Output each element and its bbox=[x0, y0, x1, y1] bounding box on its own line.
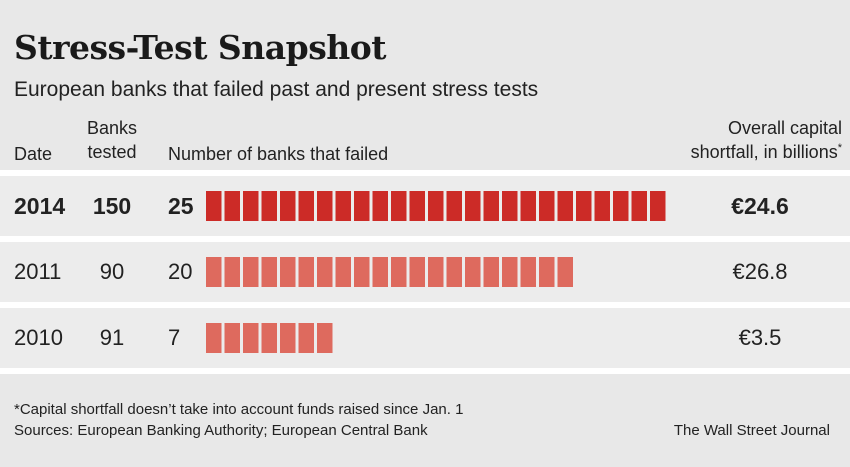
failed-bank-block bbox=[520, 191, 536, 221]
failed-bank-block bbox=[261, 191, 277, 221]
failed-bank-bar bbox=[206, 257, 576, 287]
failed-bank-bar bbox=[206, 191, 669, 221]
divider bbox=[0, 368, 850, 374]
failed-bank-block bbox=[372, 257, 388, 287]
failed-bank-block bbox=[446, 191, 462, 221]
failed-bank-block bbox=[206, 257, 222, 287]
row-date: 2010 bbox=[14, 325, 63, 350]
failed-bank-block bbox=[206, 323, 222, 353]
row-capital-shortfall: €26.8 bbox=[732, 259, 788, 284]
failed-bank-block bbox=[298, 191, 314, 221]
failed-bank-block bbox=[446, 257, 462, 287]
failed-bank-block bbox=[502, 191, 518, 221]
failed-bank-block bbox=[280, 257, 296, 287]
failed-bank-block bbox=[409, 257, 425, 287]
failed-bank-block bbox=[594, 191, 610, 221]
row-date: 2011 bbox=[14, 259, 62, 284]
header-banks-tested-line1: Banks bbox=[86, 118, 138, 138]
failed-bank-block bbox=[243, 257, 259, 287]
bank-blocks bbox=[206, 257, 573, 287]
failed-bank-block bbox=[631, 191, 647, 221]
failed-bank-block bbox=[224, 191, 240, 221]
table-row: 2014 150 25 €24.6 bbox=[0, 176, 850, 236]
failed-bank-block bbox=[613, 191, 629, 221]
failed-bank-block bbox=[428, 191, 444, 221]
failed-bank-block bbox=[317, 323, 333, 353]
row-banks-tested: 150 bbox=[92, 193, 132, 219]
credit: The Wall Street Journal bbox=[673, 422, 830, 439]
failed-bank-block bbox=[483, 191, 499, 221]
header-banks-tested-line2: tested bbox=[87, 142, 137, 162]
failed-bank-block bbox=[243, 191, 259, 221]
footnote: *Capital shortfall doesn’t take into acc… bbox=[14, 401, 464, 418]
failed-bank-block bbox=[650, 191, 666, 221]
table-row: 2010 91 7 €3.5 bbox=[0, 308, 850, 368]
row-banks-tested: 90 bbox=[99, 259, 125, 284]
failed-bank-block bbox=[465, 191, 481, 221]
failed-bank-bar bbox=[206, 323, 336, 353]
header-shortfall-line1: Overall capital bbox=[727, 118, 842, 138]
sources: Sources: European Banking Authority; Eur… bbox=[14, 422, 428, 439]
failed-bank-block bbox=[483, 257, 499, 287]
failed-bank-block bbox=[409, 191, 425, 221]
failed-bank-block bbox=[261, 323, 277, 353]
failed-bank-block bbox=[224, 257, 240, 287]
failed-bank-block bbox=[557, 191, 573, 221]
failed-bank-block bbox=[502, 257, 518, 287]
bank-blocks bbox=[206, 323, 333, 353]
chart-title: Stress-Test Snapshot bbox=[14, 28, 387, 67]
header-banks-tested: Banks tested bbox=[80, 116, 144, 164]
failed-bank-block bbox=[224, 323, 240, 353]
failed-bank-block bbox=[317, 257, 333, 287]
failed-bank-block bbox=[335, 191, 351, 221]
failed-bank-block bbox=[243, 323, 259, 353]
row-banks-failed: 7 bbox=[168, 325, 181, 350]
failed-bank-block bbox=[539, 191, 555, 221]
header-banks-failed: Number of banks that failed bbox=[168, 144, 389, 164]
failed-bank-block bbox=[280, 191, 296, 221]
divider bbox=[0, 236, 850, 242]
row-capital-shortfall: €24.6 bbox=[731, 193, 789, 219]
failed-bank-block bbox=[206, 191, 222, 221]
failed-bank-block bbox=[335, 257, 351, 287]
divider bbox=[0, 170, 850, 176]
failed-bank-block bbox=[465, 257, 481, 287]
chart-subtitle: European banks that failed past and pres… bbox=[14, 78, 539, 101]
failed-bank-block bbox=[354, 191, 370, 221]
header-shortfall-mark: * bbox=[837, 142, 842, 154]
failed-bank-block bbox=[557, 257, 573, 287]
failed-bank-block bbox=[280, 323, 296, 353]
failed-bank-block bbox=[298, 323, 314, 353]
bank-blocks bbox=[206, 191, 666, 221]
failed-bank-block bbox=[520, 257, 536, 287]
failed-bank-block bbox=[354, 257, 370, 287]
row-date: 2014 bbox=[14, 193, 66, 219]
failed-bank-block bbox=[576, 191, 592, 221]
failed-bank-block bbox=[391, 191, 407, 221]
failed-bank-block bbox=[317, 191, 333, 221]
failed-bank-block bbox=[261, 257, 277, 287]
header-date: Date bbox=[14, 144, 53, 164]
failed-bank-block bbox=[428, 257, 444, 287]
failed-bank-block bbox=[298, 257, 314, 287]
header-capital-shortfall: Overall capital shortfall, in billions* bbox=[691, 116, 842, 164]
header-shortfall-line2: shortfall, in billions bbox=[690, 142, 838, 162]
row-capital-shortfall: €3.5 bbox=[738, 325, 782, 350]
failed-bank-block bbox=[372, 191, 388, 221]
failed-bank-block bbox=[391, 257, 407, 287]
table-row: 2011 90 20 €26.8 bbox=[0, 242, 850, 302]
row-banks-failed: 20 bbox=[168, 259, 193, 284]
row-banks-failed: 25 bbox=[168, 193, 194, 219]
failed-bank-block bbox=[539, 257, 555, 287]
row-banks-tested: 91 bbox=[99, 325, 125, 350]
divider bbox=[0, 302, 850, 308]
